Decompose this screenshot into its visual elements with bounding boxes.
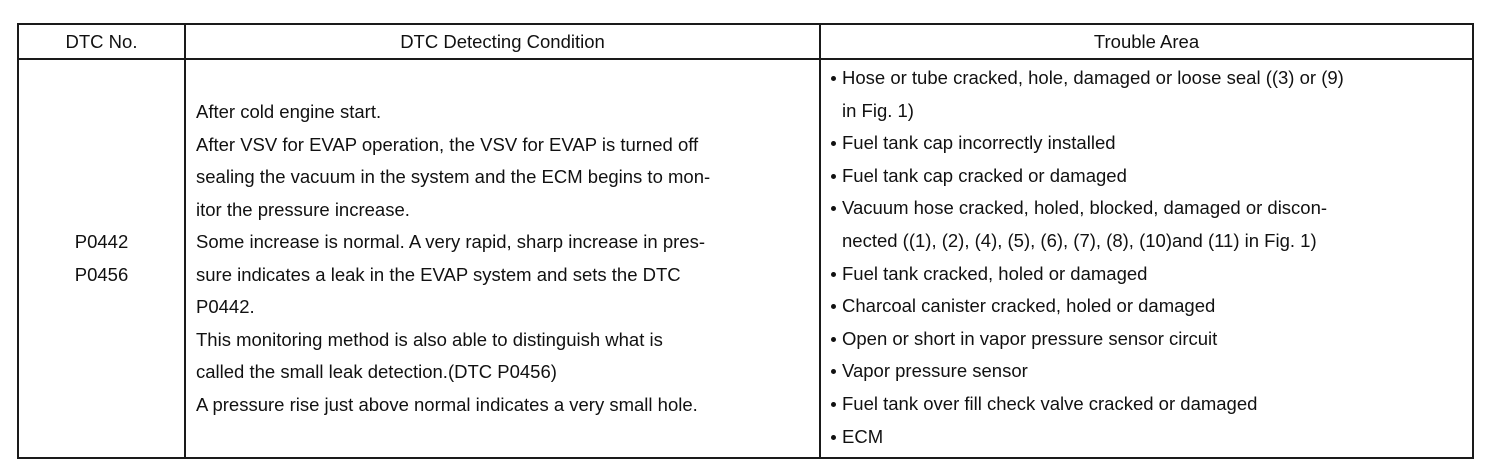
- condition-line: sure indicates a leak in the EVAP system…: [196, 263, 681, 285]
- dtc-code: P0456: [74, 263, 129, 285]
- dtc-table: DTC No. DTC Detecting Condition Trouble …: [17, 23, 1474, 459]
- trouble-area-item: Open or short in vapor pressure sensor c…: [830, 323, 1466, 356]
- condition-line: Some increase is normal. A very rapid, s…: [196, 231, 705, 252]
- trouble-area-item: Fuel tank over fill check valve cracked …: [830, 388, 1466, 421]
- dtc-codes-cell: P0442 P0456: [17, 58, 186, 459]
- trouble-area-list: Hose or tube cracked, hole, damaged or l…: [830, 62, 1466, 453]
- trouble-area-item: ECM: [830, 421, 1466, 454]
- header-trouble-area: Trouble Area: [819, 23, 1474, 60]
- condition-line: sealing the vacuum in the system and the…: [196, 166, 711, 187]
- detecting-condition-cell: After cold engine start. After VSV for E…: [184, 58, 821, 459]
- header-dtc-no: DTC No.: [17, 23, 186, 60]
- trouble-area-item: Hose or tube cracked, hole, damaged or l…: [830, 62, 1466, 127]
- header-row: DTC No. DTC Detecting Condition Trouble …: [17, 23, 1474, 60]
- condition-line: A pressure rise just above normal indica…: [196, 393, 698, 415]
- dtc-code: P0442: [74, 231, 129, 252]
- header-detecting-condition: DTC Detecting Condition: [184, 23, 821, 60]
- condition-line: P0442.: [196, 296, 255, 317]
- table-row: P0442 P0456 After cold engine start. Aft…: [17, 58, 1474, 459]
- trouble-area-item: Charcoal canister cracked, holed or dama…: [830, 290, 1466, 323]
- trouble-area-item: Vapor pressure sensor: [830, 355, 1466, 388]
- trouble-area-item: Fuel tank cracked, holed or damaged: [830, 258, 1466, 291]
- condition-line: This monitoring method is also able to d…: [196, 328, 663, 350]
- condition-line: itor the pressure increase.: [196, 198, 410, 220]
- condition-line: After cold engine start.: [196, 101, 382, 122]
- condition-line: After VSV for EVAP operation, the VSV fo…: [196, 133, 699, 155]
- trouble-area-item: Fuel tank cap cracked or damaged: [830, 160, 1466, 193]
- condition-line: called the small leak detection.(DTC P04…: [196, 361, 557, 382]
- trouble-area-item: Vacuum hose cracked, holed, blocked, dam…: [830, 192, 1466, 257]
- trouble-area-cell: Hose or tube cracked, hole, damaged or l…: [819, 58, 1474, 459]
- trouble-area-item: Fuel tank cap incorrectly installed: [830, 127, 1466, 160]
